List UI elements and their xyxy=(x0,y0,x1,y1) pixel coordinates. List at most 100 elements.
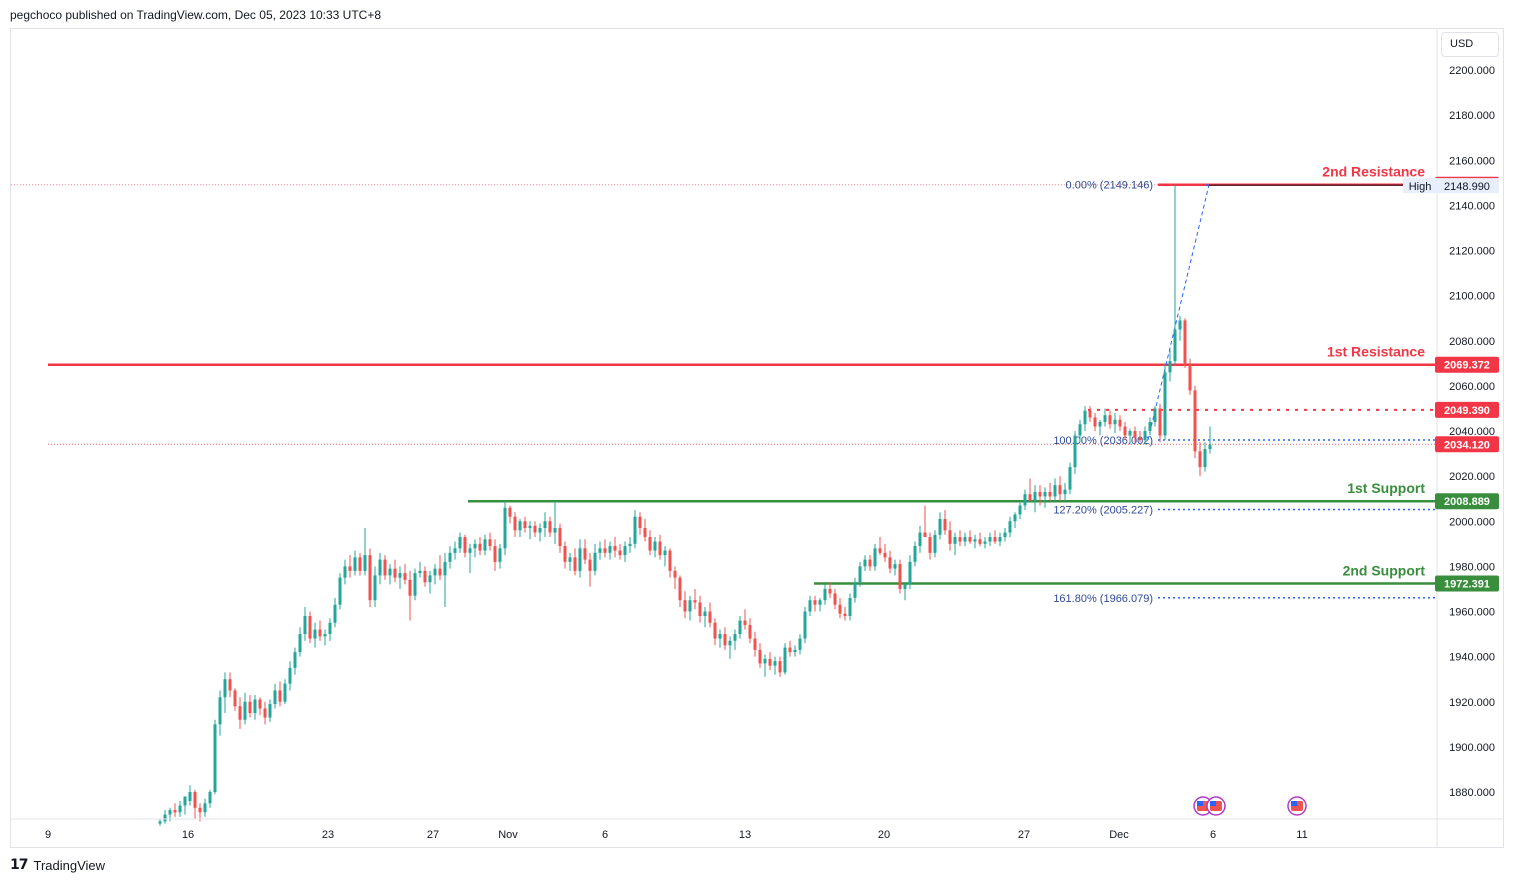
candle-body xyxy=(763,658,767,664)
candle-body xyxy=(303,616,307,635)
candle-body xyxy=(1018,505,1022,515)
candle-body xyxy=(993,537,997,542)
time-tick-label: 6 xyxy=(1210,829,1216,841)
candle-body xyxy=(898,564,902,589)
candle-body xyxy=(873,548,877,567)
candle-body xyxy=(933,534,937,553)
candle-body xyxy=(193,792,197,808)
event-flag-canton xyxy=(1210,801,1216,806)
candle-body xyxy=(578,548,582,571)
candle-body xyxy=(158,821,162,824)
candle-body xyxy=(383,559,387,576)
candle-body xyxy=(793,649,797,653)
candle-body xyxy=(498,548,502,562)
price-tag-bg xyxy=(1435,575,1499,592)
candle-body xyxy=(1008,521,1012,533)
candle-body xyxy=(613,546,617,551)
candle-body xyxy=(728,640,732,646)
events-layer xyxy=(1193,796,1307,816)
candle-body xyxy=(783,647,787,673)
tradingview-logo[interactable]: 17 TradingView xyxy=(10,856,105,874)
level-name-label: 1st Support xyxy=(1347,480,1425,496)
candle-body xyxy=(188,792,192,802)
candle-body xyxy=(588,559,592,571)
candle-body xyxy=(1028,494,1032,501)
candle-body xyxy=(1123,426,1127,436)
candle-body xyxy=(433,568,437,576)
candle-body xyxy=(363,555,367,571)
price-tag-bg xyxy=(1435,493,1499,510)
high-price-tag-label: 2148.990 xyxy=(1444,181,1490,193)
candle-body xyxy=(938,518,942,535)
candle-body xyxy=(238,706,242,720)
candle-body xyxy=(248,701,252,714)
candle-body xyxy=(328,622,332,635)
chart-frame xyxy=(10,28,1504,848)
tradingview-brand: TradingView xyxy=(33,857,106,873)
candle-body xyxy=(983,541,987,544)
candle-body xyxy=(1103,415,1107,422)
candle-body xyxy=(513,516,517,531)
candle-body xyxy=(573,557,577,571)
candle-body xyxy=(778,661,782,673)
candle-body xyxy=(1163,372,1167,436)
candle-body xyxy=(988,537,992,542)
candle-body xyxy=(1063,489,1067,495)
candle-body xyxy=(503,507,507,549)
price-tag-label: 2008.889 xyxy=(1444,496,1490,508)
candle-body xyxy=(428,575,432,583)
candle-body xyxy=(668,550,672,571)
candle-body xyxy=(768,658,772,666)
candle-body xyxy=(723,634,727,646)
price-tag-label: 2034.120 xyxy=(1444,439,1490,451)
candle-body xyxy=(218,697,222,725)
candle-body xyxy=(333,604,337,623)
candle-body xyxy=(1098,421,1102,427)
candle-body xyxy=(818,600,822,605)
candle-body xyxy=(973,539,977,542)
candle-body xyxy=(198,807,202,813)
time-tick-label: 13 xyxy=(739,829,751,841)
candle-body xyxy=(403,573,407,580)
currency-selector[interactable]: USD xyxy=(1441,32,1499,57)
candle-body xyxy=(243,701,247,720)
time-tick-label: 23 xyxy=(322,829,334,841)
candle-body xyxy=(553,528,557,533)
candle-body xyxy=(178,805,182,813)
candle-body xyxy=(913,546,917,562)
candle-body xyxy=(833,593,837,605)
candle-body xyxy=(293,652,297,668)
candle-body xyxy=(583,548,587,560)
price-tick-label: 2120.000 xyxy=(1449,246,1495,258)
candle-body xyxy=(443,561,447,576)
candle-body xyxy=(568,557,572,562)
candle-body xyxy=(1113,419,1117,425)
candle-body xyxy=(1003,532,1007,538)
candle-body xyxy=(453,548,457,553)
candle-body xyxy=(773,661,777,666)
candle-body xyxy=(183,796,187,806)
level-name-label: 1st Resistance xyxy=(1327,344,1425,360)
candle-body xyxy=(533,525,537,533)
candle-body xyxy=(1118,419,1122,427)
candle-body xyxy=(278,690,282,702)
us-flag-event-icon[interactable] xyxy=(1287,796,1307,816)
candle-body xyxy=(1143,431,1147,441)
candle-body xyxy=(373,575,377,601)
candle-body xyxy=(718,634,722,639)
candle-body xyxy=(798,638,802,650)
candle-body xyxy=(1183,320,1187,364)
candle-body xyxy=(313,629,317,639)
candle-body xyxy=(493,546,497,562)
candle-body xyxy=(673,570,677,578)
price-tick-label: 2160.000 xyxy=(1449,155,1495,167)
candle-body xyxy=(883,552,887,558)
high-price-tag-bg xyxy=(1435,178,1499,194)
candle-body xyxy=(273,690,277,705)
price-tick-label: 2020.000 xyxy=(1449,471,1495,483)
candle-body xyxy=(813,600,817,605)
candle-body xyxy=(1138,437,1142,441)
candle-body xyxy=(298,634,302,653)
us-flag-event-icon[interactable] xyxy=(1206,796,1226,816)
